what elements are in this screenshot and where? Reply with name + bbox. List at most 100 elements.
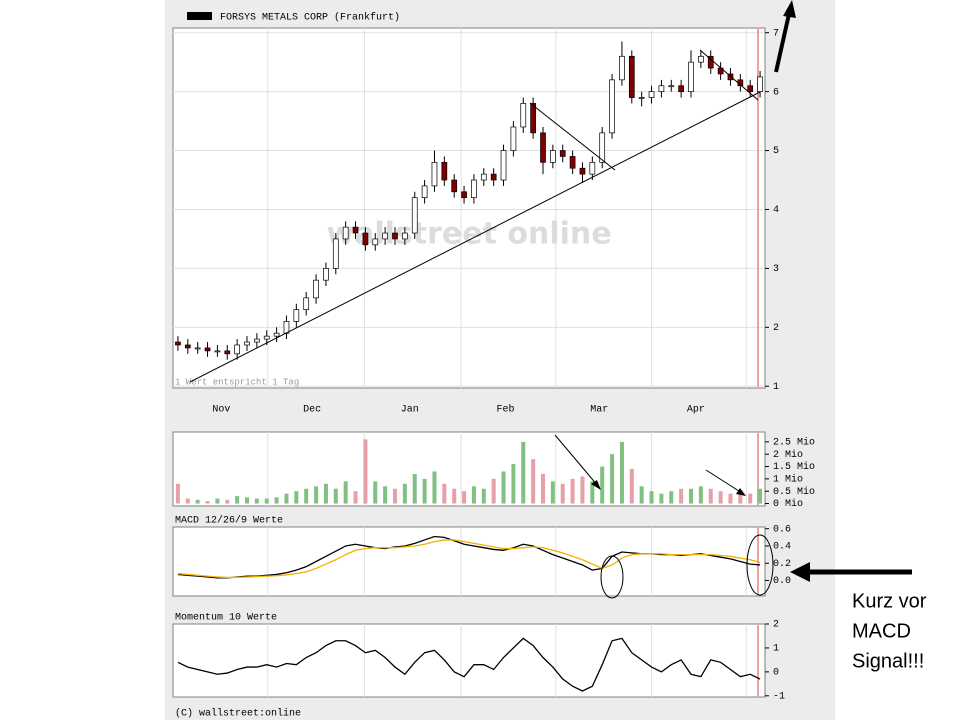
volume-bar xyxy=(274,497,279,504)
candle-body xyxy=(342,226,349,240)
panel-title: Momentum 10 Werte xyxy=(175,613,277,624)
x-tick-label: Feb xyxy=(496,404,514,416)
volume-bar xyxy=(748,493,753,504)
candle-body xyxy=(461,191,467,199)
volume-bar xyxy=(758,488,763,504)
panel-title: MACD 12/26/9 Werte xyxy=(175,515,283,527)
candle-body xyxy=(175,341,181,346)
candle-body xyxy=(520,103,527,128)
volume-bar xyxy=(373,481,378,504)
volume-bar xyxy=(323,483,328,504)
indicator-line xyxy=(177,539,761,579)
y-tick-label: 2 xyxy=(773,323,779,334)
volume-bar xyxy=(254,498,259,504)
arrow-head xyxy=(591,480,601,490)
annotation-text: Kurz vor xyxy=(852,590,927,612)
y-tick-label: 4 xyxy=(773,205,779,216)
y-tick-label: 7 xyxy=(773,28,779,39)
volume-bar xyxy=(333,488,338,504)
volume-bar xyxy=(245,497,249,504)
candle-body xyxy=(579,167,586,175)
volume-bar xyxy=(728,493,733,504)
arrow-head xyxy=(790,562,810,582)
volume-bar xyxy=(689,488,693,504)
volume-bar xyxy=(659,493,664,504)
volume-bar xyxy=(610,454,615,504)
y-tick-label: 0 Mio xyxy=(773,498,803,510)
volume-bar xyxy=(560,483,565,504)
volume-bar xyxy=(393,488,397,504)
watermark: wallstreet online xyxy=(326,217,611,252)
volume-bar xyxy=(629,469,634,504)
y-tick-label: 1.5 Mio xyxy=(773,461,815,473)
candle-body xyxy=(332,238,339,269)
y-tick-label: 5 xyxy=(773,146,779,157)
copyright: (C) wallstreet:online xyxy=(175,708,301,720)
volume-bar xyxy=(639,486,644,504)
y-tick-label: 1 Mio xyxy=(773,474,803,486)
volume-bar xyxy=(343,481,348,504)
candle-body xyxy=(293,309,300,322)
volume-bar xyxy=(432,471,437,504)
candle-body xyxy=(698,55,704,63)
candle-body xyxy=(530,103,536,134)
volume-bar xyxy=(175,483,180,504)
arrow-head xyxy=(783,0,796,18)
volume-bar xyxy=(541,473,545,504)
candle-body xyxy=(540,132,546,163)
candle-body xyxy=(411,197,418,234)
candle-body xyxy=(441,161,448,181)
y-tick-label: 0.2 xyxy=(773,559,791,570)
y-tick-label: 0.0 xyxy=(773,576,791,587)
x-tick-label: Jan xyxy=(401,405,419,416)
candle-body xyxy=(362,232,369,246)
candle-body xyxy=(234,344,240,355)
legend-label: FORSYS METALS CORP (Frankfurt) xyxy=(220,12,400,24)
candle-body xyxy=(658,85,665,92)
candle-body xyxy=(747,85,754,92)
candle-body xyxy=(559,150,566,157)
candle-body xyxy=(707,55,714,69)
indicator-line xyxy=(177,637,761,692)
plot-area xyxy=(172,623,766,698)
plot-area xyxy=(172,431,766,507)
volume-bar xyxy=(491,478,496,504)
candle-body xyxy=(263,335,270,340)
volume-bar xyxy=(521,441,526,504)
volume-bar xyxy=(363,439,368,504)
volume-bar xyxy=(718,491,723,504)
volume-bar xyxy=(600,466,605,504)
candle-body xyxy=(638,97,645,99)
annotations-overlay: (C) wallstreet:online Kurz vor MACD Sign… xyxy=(175,0,927,720)
candle-body xyxy=(757,76,763,92)
candle-body xyxy=(599,132,606,163)
candle-body xyxy=(303,297,310,310)
volume-bar xyxy=(619,441,624,504)
candle-body xyxy=(628,55,635,98)
volume-bar xyxy=(185,498,190,504)
volume-bar xyxy=(649,491,654,504)
volume-bar xyxy=(481,488,486,504)
y-tick-label: 0.4 xyxy=(773,542,791,553)
y-tick-label: 1 xyxy=(773,644,779,655)
candle-body xyxy=(668,85,675,88)
panels: 1 2 3 4 5 6 7 Nov Dec Jan Feb Mar Apr wallstreet onli… xyxy=(172,12,815,702)
volume-bar xyxy=(590,481,595,504)
volume-bar xyxy=(412,473,417,504)
volume-bar xyxy=(501,471,506,504)
volume-bar xyxy=(422,478,427,504)
x-tick-label: Apr xyxy=(687,405,705,416)
candle-body xyxy=(688,61,694,92)
y-tick-label: 1 xyxy=(773,382,779,393)
trend-line xyxy=(529,102,616,171)
volume-bar xyxy=(304,488,309,504)
y-tick-label: 0 xyxy=(773,668,779,679)
volume-bar xyxy=(531,459,536,504)
plot-area xyxy=(172,526,766,597)
candle-body xyxy=(471,179,477,199)
candle-body xyxy=(510,126,517,151)
candle-body xyxy=(490,173,497,181)
volume-bar xyxy=(195,499,200,504)
y-tick-label: 0.6 xyxy=(773,524,791,535)
